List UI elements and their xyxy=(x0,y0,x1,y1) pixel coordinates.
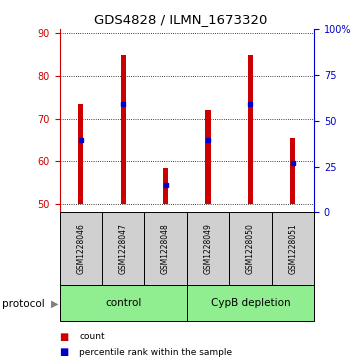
Text: GSM1228046: GSM1228046 xyxy=(76,223,85,274)
Text: protocol: protocol xyxy=(2,299,44,309)
Bar xyxy=(272,212,314,285)
Text: CypB depletion: CypB depletion xyxy=(210,298,290,308)
Text: GSM1228048: GSM1228048 xyxy=(161,223,170,274)
Text: GSM1228049: GSM1228049 xyxy=(204,223,213,274)
Bar xyxy=(187,285,314,321)
Bar xyxy=(60,212,102,285)
Bar xyxy=(102,212,144,285)
Text: control: control xyxy=(105,298,142,308)
Bar xyxy=(121,54,126,204)
Bar xyxy=(163,168,168,204)
Text: count: count xyxy=(79,333,105,341)
Text: percentile rank within the sample: percentile rank within the sample xyxy=(79,348,232,356)
Bar xyxy=(187,212,229,285)
Bar xyxy=(78,104,83,204)
Text: GDS4828 / ILMN_1673320: GDS4828 / ILMN_1673320 xyxy=(94,13,267,26)
Text: ▶: ▶ xyxy=(51,299,59,309)
Text: GSM1228050: GSM1228050 xyxy=(246,223,255,274)
Bar xyxy=(229,212,271,285)
Bar xyxy=(248,54,253,204)
Text: ■: ■ xyxy=(60,332,69,342)
Bar xyxy=(290,138,295,204)
Text: ■: ■ xyxy=(60,347,69,357)
Text: GSM1228047: GSM1228047 xyxy=(119,223,128,274)
Bar xyxy=(144,212,187,285)
Bar xyxy=(205,110,210,204)
Bar xyxy=(60,285,187,321)
Text: GSM1228051: GSM1228051 xyxy=(288,223,297,274)
